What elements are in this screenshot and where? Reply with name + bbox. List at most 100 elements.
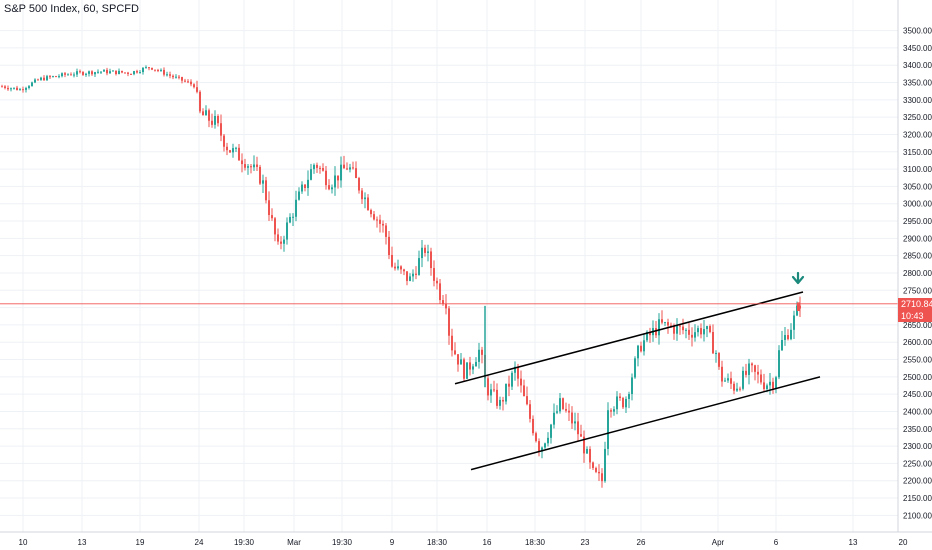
candle-body [562,398,564,409]
candle-body [193,84,195,88]
candle-body [133,71,135,75]
candle-body [694,332,696,338]
candle-body [37,79,39,81]
candle-body [211,120,213,125]
y-tick-label: 2100.00 [903,511,932,520]
candle-body [520,378,522,386]
candle-body [280,241,282,244]
candle-body [52,76,54,78]
candle-body [634,358,636,378]
candle-body [643,340,645,352]
candle-body [466,362,468,379]
candle-body [172,75,174,78]
candle-body [31,82,33,87]
candle-body [412,273,414,277]
candle-body [271,215,273,219]
candle-body [310,169,312,180]
candle-body [418,258,420,275]
candle-body [337,175,339,181]
candle-body [544,443,546,448]
candle-body [334,175,336,188]
candle-body [226,146,228,151]
candle-body [550,424,552,438]
candle-body [766,385,768,390]
candle-body [292,216,294,218]
candle-body [430,251,432,269]
candle-body [727,378,729,381]
candle-body [748,363,750,375]
candle-body [358,178,360,191]
price-axis[interactable]: 2100.00 2150.00 2200.00 2250.00 2300.00 2350.… [903,27,932,521]
x-tick-label: 13 [849,538,858,547]
candle-body [247,166,249,168]
lower-trendline [470,376,821,471]
candle-body [676,325,678,334]
candle-body [181,77,183,81]
candle-body [400,266,402,270]
x-tick-label: 9 [390,538,395,547]
y-tick-label: 2850.00 [903,252,932,261]
candle-body [103,69,105,72]
candle-body [763,382,765,390]
candle-body [709,326,711,333]
candle-body [298,191,300,200]
candle-body [88,71,90,74]
candle-body [178,76,180,78]
candle-body [529,404,531,419]
trendlines[interactable] [454,291,821,471]
candle-body [328,185,330,190]
candle-body [289,217,291,223]
candle-body [376,219,378,221]
upper-trendline [454,291,804,385]
candle-body [797,302,800,312]
candle-body [436,280,438,284]
candle-body [691,334,693,338]
candle-body [592,462,594,468]
candle-body [478,349,480,362]
candle-body [628,394,630,399]
candle-body [13,87,15,89]
candle-body [121,70,123,73]
candle-body [40,77,42,80]
candle-body [409,276,411,281]
y-tick-label: 2350.00 [903,425,932,434]
candle-body [475,361,477,367]
y-tick-label: 2650.00 [903,321,932,330]
candle-body [712,332,714,354]
candle-body [295,199,297,217]
candle-body [100,71,102,73]
candle-body [229,150,231,153]
candle-body [343,164,345,169]
candle-body [658,319,660,336]
candle-body [607,410,609,449]
candle-body [697,328,699,333]
x-tick-label: Mar [287,538,301,547]
candle-body [82,71,84,75]
candle-body [10,88,12,90]
candle-body [283,239,285,244]
chart-title: S&P 500 Index, 60, SPCFD [4,3,139,15]
candle-body [379,219,381,224]
x-tick-label: 6 [774,538,779,547]
candle-body [547,437,549,444]
x-tick-label: 23 [581,538,590,547]
candle-body [427,251,429,253]
candle-body [148,67,150,69]
x-tick-label: 19:30 [234,538,255,547]
down-arrow-icon[interactable] [791,271,805,285]
candle-body [97,71,99,73]
time-axis[interactable]: 10 13 19 24 19:30 Mar 19:30 9 18:30 16 18:30 23 26 Ap… [19,538,908,547]
candle-body [157,69,159,71]
candle-body [754,365,756,372]
candle-body [508,383,510,387]
candle-body [304,184,306,189]
candle-body [646,331,648,341]
candle-body [679,325,681,327]
candle-body [232,148,234,153]
y-tick-label: 3250.00 [903,113,932,122]
candle-body [403,269,405,272]
candle-body [517,366,519,379]
y-tick-label: 2250.00 [903,459,932,468]
candle-body [115,70,117,75]
